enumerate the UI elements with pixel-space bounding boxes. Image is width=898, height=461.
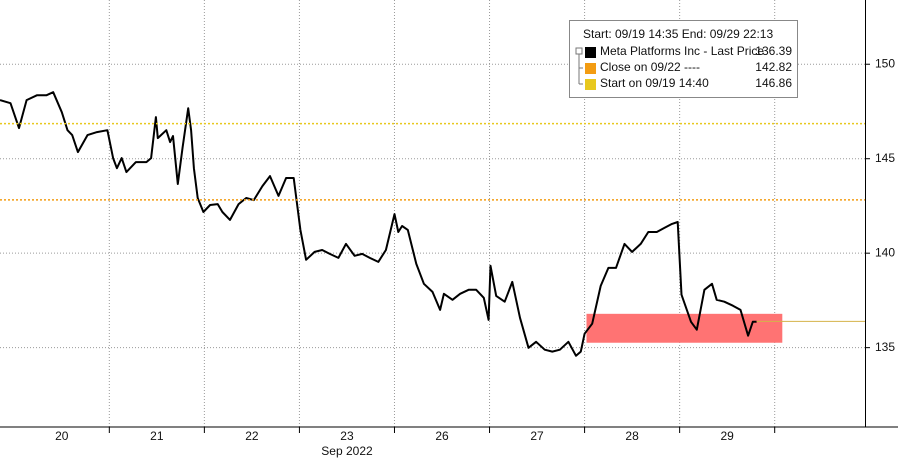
x-tick-label: 27 [530,429,544,443]
x-tick-label: 21 [150,429,164,443]
plot-area [0,0,865,427]
legend-title: Start: 09/19 14:35 End: 09/29 22:13 [583,27,773,41]
legend-swatch [585,79,596,90]
x-tick-label: 22 [245,429,259,443]
legend-tree [575,47,583,85]
x-tick-label: 26 [435,429,449,443]
y-tick-label: 140 [875,245,895,259]
legend-label: Close on 09/22 ---- [600,60,700,74]
legend-box [569,20,798,98]
x-axis-label: Sep 2022 [321,444,373,458]
y-tick-label: 145 [875,151,895,165]
legend-swatch [585,63,596,74]
legend-value: 142.82 [755,60,792,74]
x-tick-label: 28 [625,429,639,443]
y-tick-label: 135 [875,340,895,354]
y-tick-label: 150 [875,56,895,70]
x-tick-label: 20 [55,429,69,443]
price-line [0,91,757,357]
x-tick-label: 29 [720,429,734,443]
x-tick-label: 23 [340,429,354,443]
legend-label: Start on 09/19 14:40 [600,76,709,90]
highlight-box [586,313,783,343]
legend-label: Meta Platforms Inc - Last Price [600,44,764,58]
legend-value: 146.86 [755,76,792,90]
legend-swatch [585,47,596,58]
legend-value: 136.39 [755,44,792,58]
legend: Start: 09/19 14:35 End: 09/29 22:13 Meta… [569,20,798,98]
